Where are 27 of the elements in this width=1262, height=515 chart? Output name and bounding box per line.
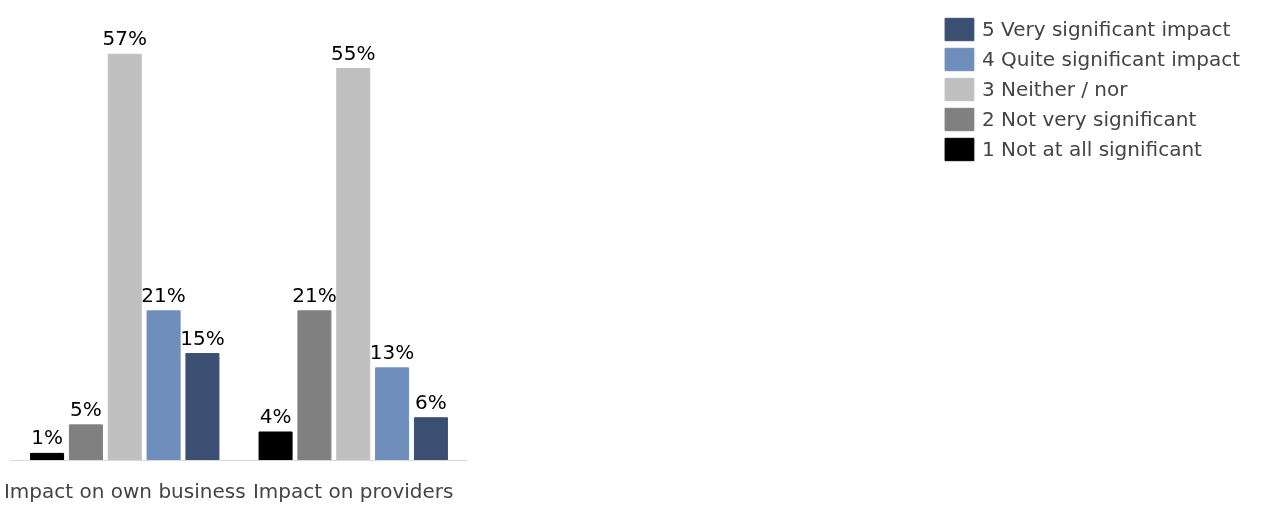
bar <box>375 367 410 461</box>
bar <box>413 417 448 461</box>
legend-label: 2 Not very significant <box>981 107 1197 131</box>
legend-label: 4 Quite significant impact <box>981 47 1240 71</box>
bar <box>258 431 293 461</box>
legend-label: 3 Neither / nor <box>981 77 1128 101</box>
bar <box>30 452 65 461</box>
legend-label: 1 Not at all significant <box>981 137 1202 161</box>
data-label: 13% <box>369 339 415 364</box>
data-label: 1% <box>31 425 63 450</box>
data-label: 6% <box>415 389 447 414</box>
bar <box>336 68 371 461</box>
data-label: 55% <box>331 40 376 65</box>
bar <box>297 310 332 461</box>
legend-label: 5 Very significant impact <box>981 17 1231 41</box>
data-label: 21% <box>292 282 337 307</box>
data-label: 21% <box>141 282 186 307</box>
bar <box>146 310 181 461</box>
bar <box>68 424 103 461</box>
data-label: 5% <box>70 396 102 421</box>
x-tick-label: Impact on own business <box>3 478 246 503</box>
data-label: 15% <box>180 325 225 350</box>
bar <box>185 353 220 461</box>
bar <box>107 53 142 461</box>
data-label: 57% <box>102 26 147 51</box>
x-tick-label: Impact on providers <box>252 478 454 503</box>
data-label: 4% <box>259 403 292 428</box>
